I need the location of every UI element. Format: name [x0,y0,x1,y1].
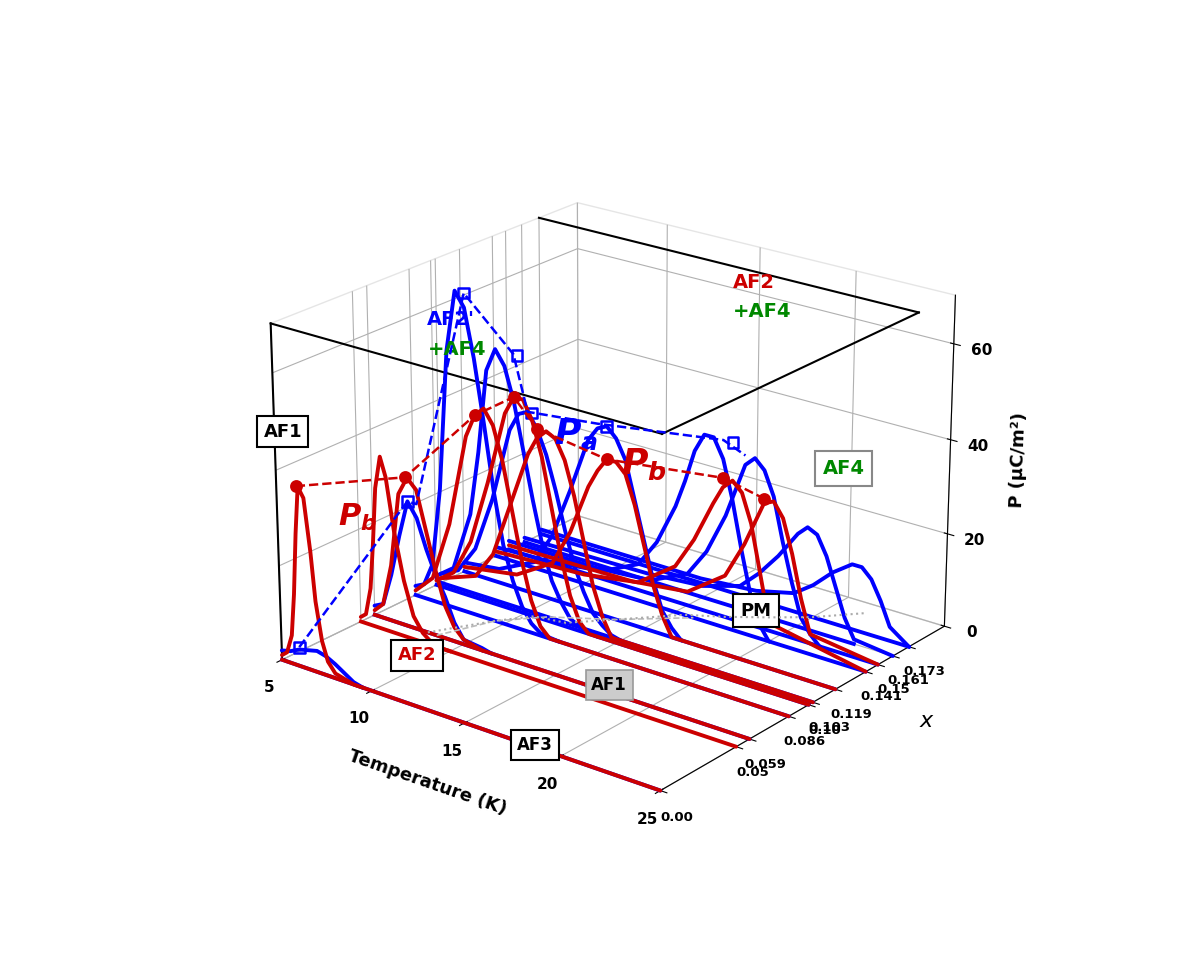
Text: +AF4: +AF4 [427,340,486,359]
Text: AF4: AF4 [822,459,865,478]
Text: +AF4: +AF4 [733,302,791,321]
X-axis label: Temperature (K): Temperature (K) [347,746,509,818]
Text: $\bfit{P_b}$: $\bfit{P_b}$ [338,502,377,533]
Text: AF2: AF2 [397,647,437,664]
Text: $\bfit{P_b}$: $\bfit{P_b}$ [621,446,667,482]
Text: PM: PM [741,601,771,620]
Text: AF1: AF1 [264,423,302,440]
Text: AF1: AF1 [592,676,627,694]
Text: $\it{x}$: $\it{x}$ [919,711,936,732]
Text: AF2': AF2' [427,310,476,329]
Text: AF2: AF2 [733,273,775,291]
Text: $\bfit{P_a}$: $\bfit{P_a}$ [554,417,599,452]
Text: AF3: AF3 [517,736,552,754]
